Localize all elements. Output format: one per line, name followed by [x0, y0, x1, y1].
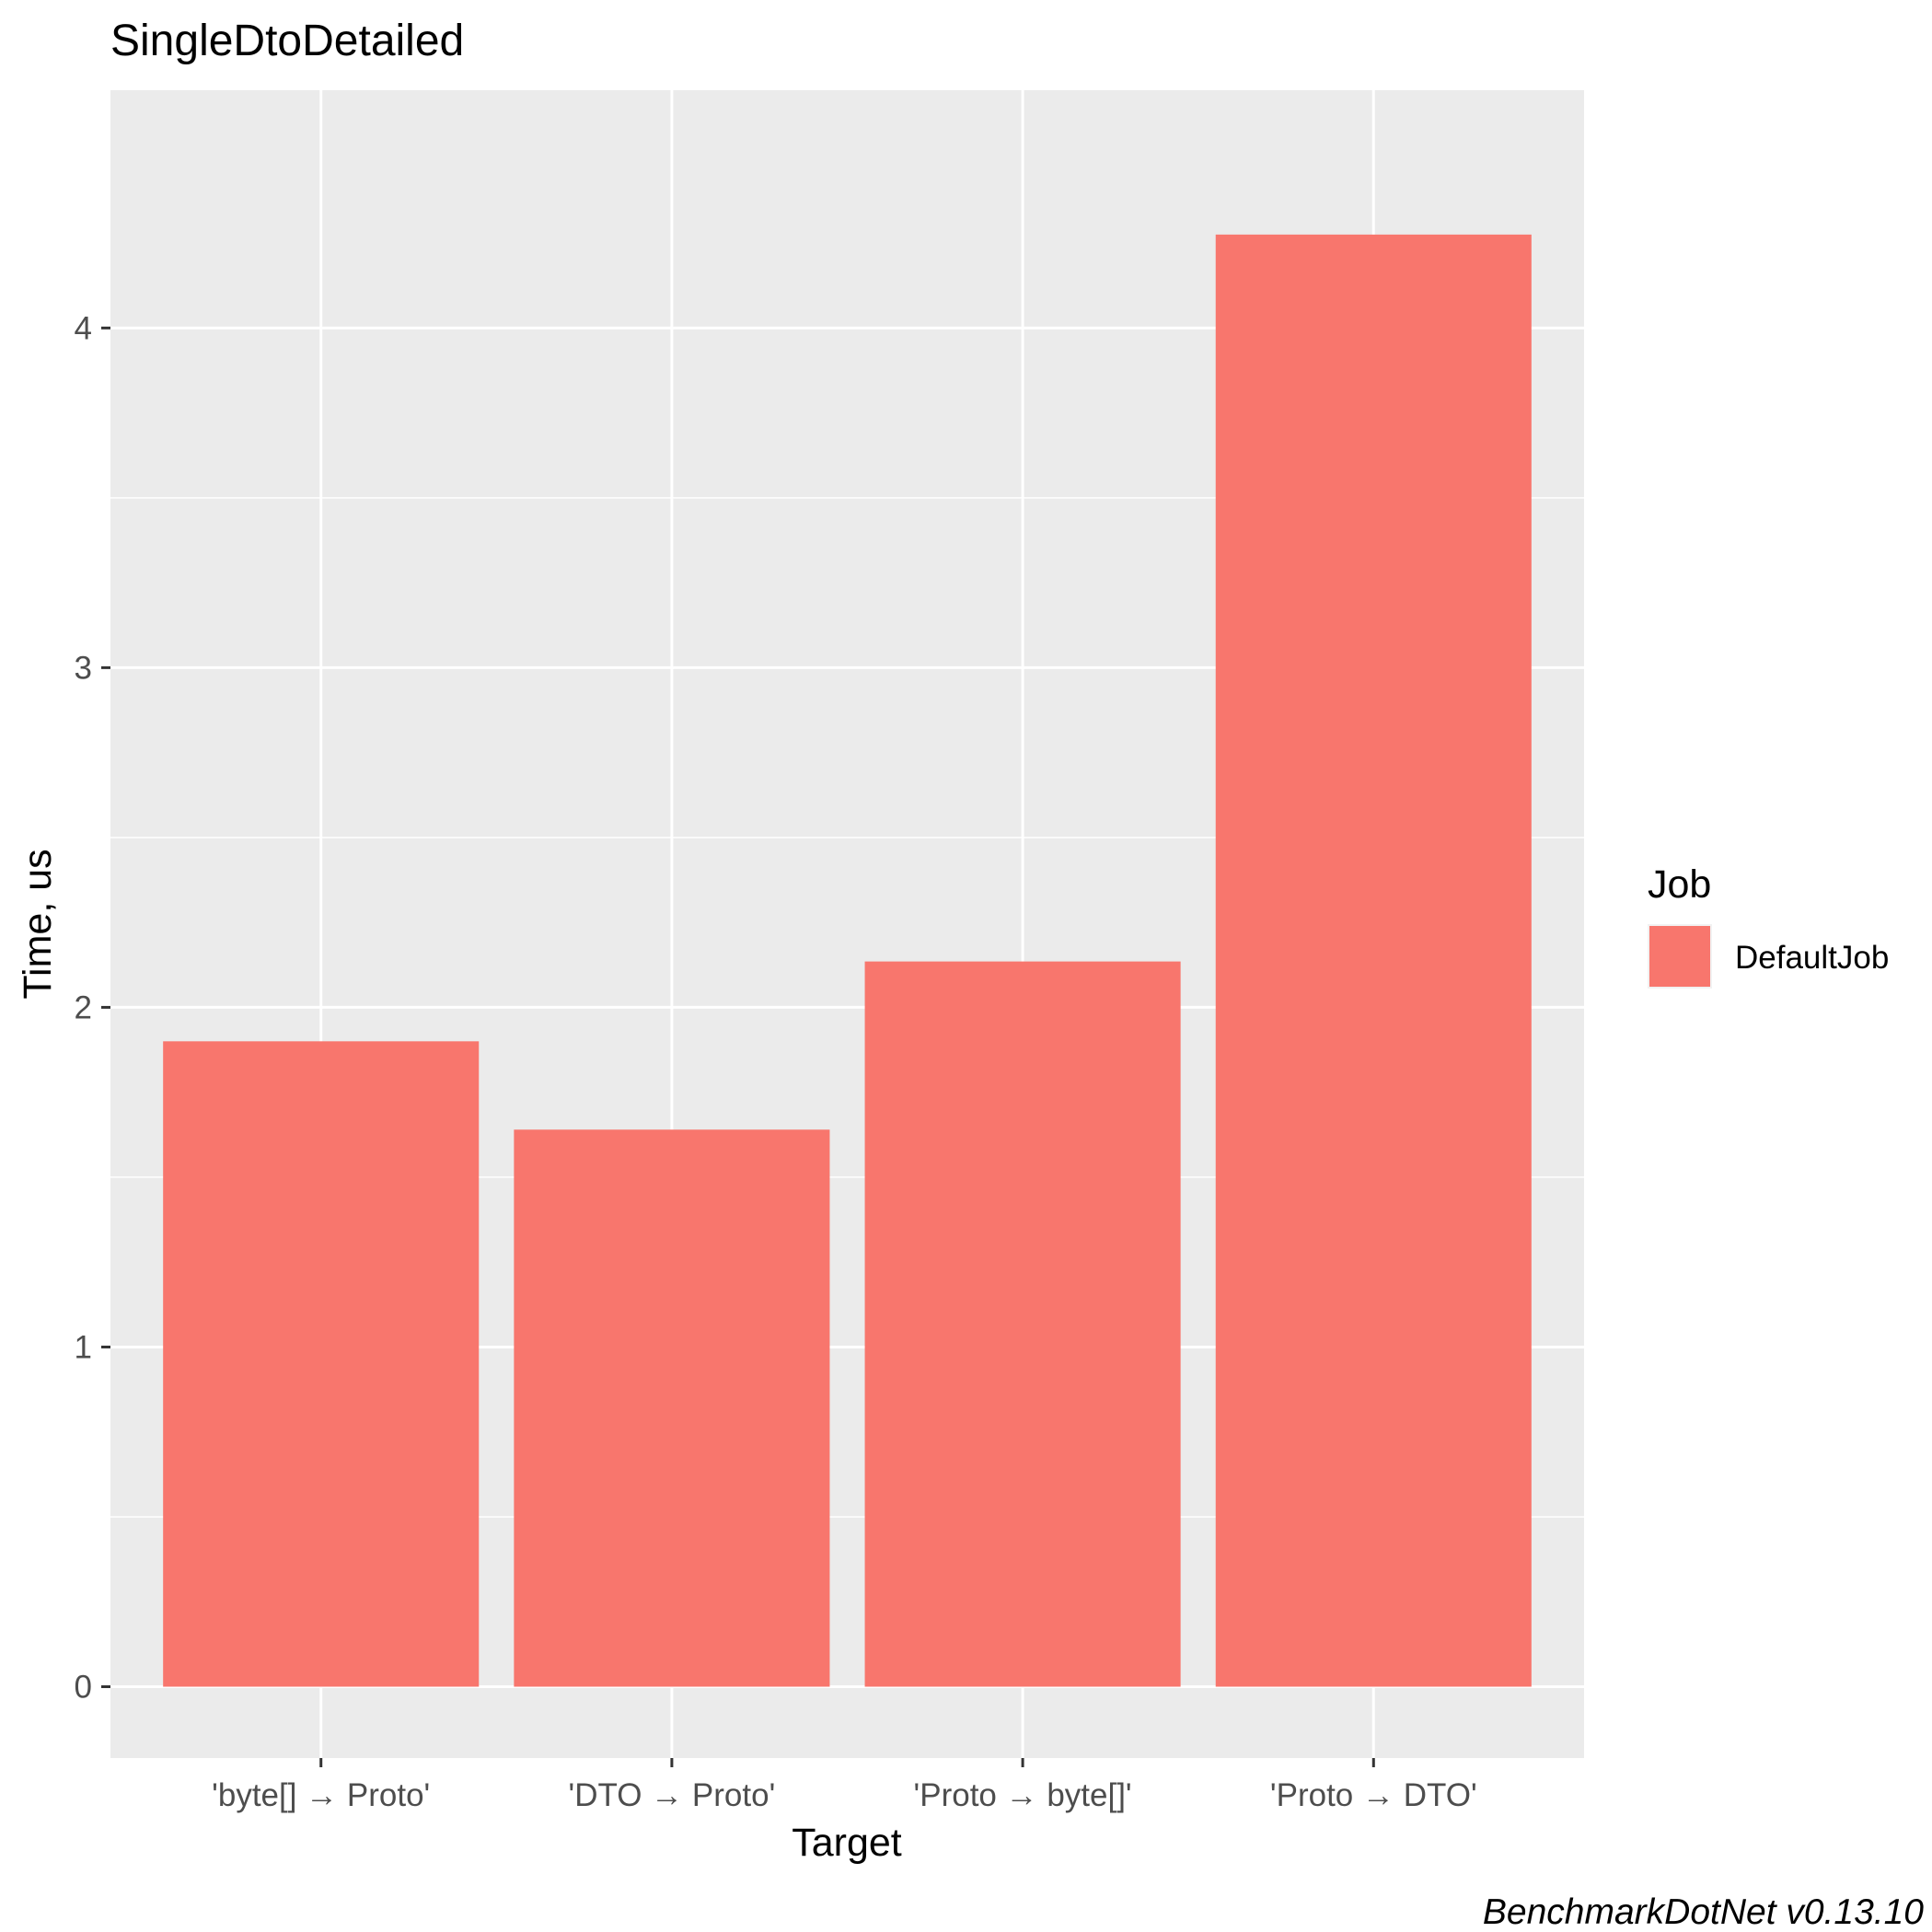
bar: [514, 1129, 830, 1687]
x-axis-title: Target: [792, 1821, 902, 1865]
y-tick-label: 4: [75, 310, 92, 346]
x-tick-label: 'DTO → Proto': [569, 1777, 776, 1813]
y-tick-label: 3: [75, 650, 92, 686]
chart-title: SingleDtoDetailed: [110, 17, 464, 65]
bar: [163, 1041, 480, 1687]
y-tick-label: 1: [75, 1329, 92, 1365]
y-axis: 0 1 2 3 4: [75, 310, 110, 1706]
x-tick-label: 'byte[] → Proto': [212, 1777, 430, 1813]
y-tick-label: 0: [75, 1670, 92, 1706]
bars: [163, 234, 1532, 1687]
y-tick-label: 2: [75, 989, 92, 1025]
legend-swatch-defaultjob: [1649, 926, 1710, 987]
legend-title: Job: [1648, 862, 1711, 907]
bar: [864, 961, 1181, 1687]
x-axis: 'byte[] → Proto' 'DTO → Proto' 'Proto → by…: [212, 1758, 1477, 1813]
y-axis-title: Time, us: [16, 849, 60, 999]
x-tick-label: 'Proto → byte[]': [914, 1777, 1132, 1813]
legend: Job DefaultJob: [1648, 862, 1889, 989]
bar: [1215, 234, 1532, 1687]
caption: BenchmarkDotNet v0.13.10: [1483, 1892, 1924, 1932]
legend-label-defaultjob: DefaultJob: [1735, 940, 1889, 976]
x-tick-label: 'Proto → DTO': [1270, 1777, 1477, 1813]
